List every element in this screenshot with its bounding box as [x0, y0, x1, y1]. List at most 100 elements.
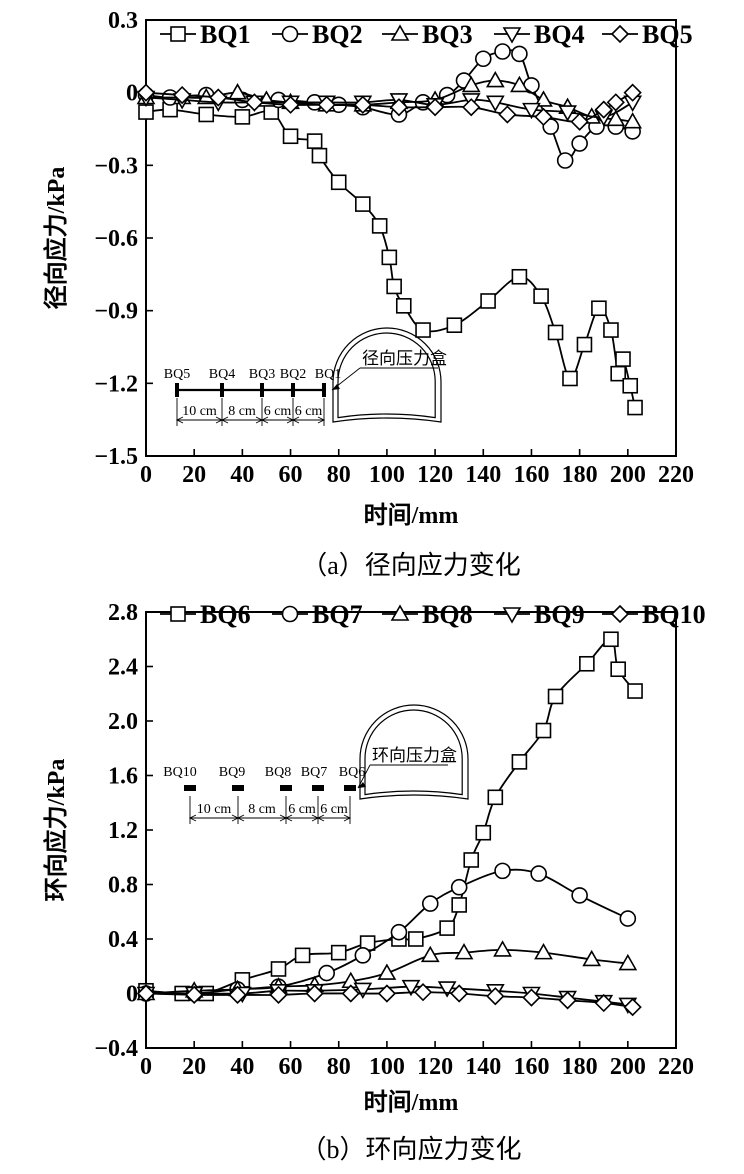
- dim-label-a-0: 10 cm: [182, 404, 217, 419]
- inset-b: BQ10 BQ9 BQ8 BQ7 BQ6 10 cm 8 cm 6 cm 6 cm 环向压力盒: [163, 704, 469, 824]
- legend-label-b-BQ7: BQ7: [312, 600, 363, 629]
- point-a-BQ2-12: [474, 50, 492, 68]
- point-a-BQ5-9: [462, 98, 481, 117]
- point-a-BQ3-11: [485, 70, 505, 88]
- legend-label-b-BQ10: BQ10: [642, 600, 706, 629]
- axis-ticks-a: 0 20 40 60 80 100 120 140 160 180 200 220 0.3 0 −0.3 −0…: [94, 8, 694, 488]
- point-a-BQ1-9: [355, 196, 371, 212]
- point-a-BQ5-13: [594, 100, 613, 119]
- legend-marker-a-BQ4: [502, 27, 522, 44]
- legend-label-a-BQ1: BQ1: [200, 20, 251, 49]
- point-a-BQ3-3: [228, 83, 247, 100]
- x-tick-label-b-9: 180: [562, 1054, 598, 1080]
- x-tick-label-a-10: 200: [610, 462, 646, 488]
- point-a-BQ5-11: [534, 107, 553, 127]
- point-b-BQ6-10: [439, 920, 455, 936]
- point-b-BQ10-13: [623, 997, 642, 1017]
- dim-label-b-2: 6 cm: [288, 802, 316, 817]
- point-b-BQ8-7: [420, 945, 440, 963]
- gauge-label-a-1: BQ4: [209, 367, 235, 382]
- gauge-mark-a-4: [322, 383, 326, 397]
- legend-marker-a-BQ1: [170, 26, 186, 42]
- x-tick-label-b-6: 120: [417, 1054, 453, 1080]
- x-tick-label-b-10: 200: [610, 1054, 646, 1080]
- dim-arrow-left-b-1: [236, 814, 245, 822]
- point-b-BQ6-6: [330, 944, 347, 961]
- point-a-BQ3-12: [510, 75, 529, 93]
- point-b-BQ7-9: [494, 862, 511, 880]
- legend-b: BQ6 BQ7 BQ8 BQ9 BQ10: [160, 600, 706, 629]
- series-group-b: [136, 631, 643, 1017]
- dim-arrow-left-b-2: [284, 814, 293, 822]
- y-axis-label-b: 环向应力/kPa: [42, 759, 70, 902]
- x-tick-label-a-4: 80: [327, 462, 351, 488]
- y-tick-label-b-5: 0.8: [108, 873, 138, 899]
- point-a-BQ1-3: [234, 109, 251, 125]
- point-b-BQ6-20: [610, 661, 626, 678]
- point-b-BQ6-12: [463, 852, 480, 868]
- point-a-BQ1-10: [371, 218, 388, 234]
- radial-stress-chart: 0 20 40 60 80 100 120 140 160 180 200 220 0.3 0 −0.3 −0…: [42, 8, 694, 580]
- x-tick-label-b-5: 100: [369, 1054, 405, 1080]
- gauge-mark-b-3: [312, 785, 324, 791]
- box-label-b: 环向压力盒: [372, 746, 457, 765]
- point-b-BQ9-6: [401, 979, 421, 997]
- gauge-mark-b-1: [232, 785, 244, 791]
- legend-marker-b-BQ10: [610, 604, 630, 624]
- point-b-BQ10-6: [377, 984, 397, 1003]
- point-b-BQ10-12: [594, 993, 613, 1013]
- point-a-BQ3-16: [606, 109, 626, 127]
- caption-a: （a）径向应力变化: [301, 551, 521, 580]
- point-a-BQ2-17: [556, 152, 574, 169]
- point-a-BQ1-18: [533, 288, 549, 304]
- y-tick-label-a-1: 0: [126, 81, 138, 107]
- point-a-BQ1-12: [386, 278, 402, 295]
- legend-marker-a-BQ5: [610, 24, 630, 44]
- x-tick-label-b-1: 20: [182, 1054, 206, 1080]
- point-a-BQ1-19: [547, 324, 564, 341]
- point-a-BQ1-7: [311, 147, 328, 164]
- x-tick-label-a-6: 120: [417, 462, 453, 488]
- dim-label-a-1: 8 cm: [228, 404, 256, 419]
- point-a-BQ1-16: [480, 293, 496, 309]
- point-b-BQ6-16: [535, 722, 552, 739]
- x-axis-label-a: 时间/mm: [364, 502, 459, 529]
- gauge-label-a-3: BQ2: [280, 367, 306, 382]
- point-b-BQ6-17: [547, 688, 564, 705]
- point-b-BQ10-4: [305, 984, 324, 1003]
- gauge-mark-b-2: [280, 785, 292, 791]
- point-a-BQ1-5: [282, 128, 299, 145]
- gauge-label-a-2: BQ3: [249, 367, 275, 382]
- point-b-BQ6-9: [408, 931, 424, 947]
- point-a-BQ5-14: [606, 93, 625, 112]
- point-b-BQ10-8: [450, 984, 469, 1003]
- dim-arrow-left-a-0: [175, 416, 184, 424]
- series-line-a-BQ5: [145, 91, 634, 123]
- x-tick-label-a-2: 40: [230, 462, 254, 488]
- x-tick-label-a-7: 140: [465, 462, 501, 488]
- y-tick-label-b-6: 0.4: [108, 927, 138, 953]
- point-a-BQ1-0: [138, 104, 154, 120]
- gauge-label-a-0: BQ5: [164, 367, 190, 382]
- point-b-BQ6-21: [627, 683, 643, 699]
- point-a-BQ2-16: [542, 118, 560, 135]
- point-a-BQ4-10: [485, 95, 505, 112]
- dim-arrow-left-a-3: [291, 416, 300, 424]
- tunnel-outline-inner-b: [364, 709, 463, 796]
- point-a-BQ2-13: [494, 43, 511, 60]
- point-a-BQ1-23: [603, 322, 619, 338]
- y-tick-label-b-8: −0.4: [94, 1036, 138, 1062]
- legend-label-b-BQ6: BQ6: [200, 600, 251, 629]
- gauge-mark-a-0: [175, 383, 179, 397]
- legend-label-a-BQ3: BQ3: [422, 20, 473, 49]
- y-tick-label-b-2: 2.0: [108, 709, 138, 735]
- dim-arrow-right-b-3: [343, 814, 352, 822]
- point-b-BQ7-12: [619, 910, 637, 927]
- legend-marker-b-BQ6: [170, 606, 186, 622]
- legend-marker-a-BQ3: [390, 24, 410, 41]
- point-b-BQ8-10: [534, 943, 553, 960]
- x-tick-label-b-0: 0: [140, 1054, 152, 1080]
- hoop-stress-chart: 0 20 40 60 80 100 120 140 160 180 200 220 2.8 2.4 2.0 1…: [42, 600, 706, 1164]
- point-a-BQ1-25: [615, 351, 631, 367]
